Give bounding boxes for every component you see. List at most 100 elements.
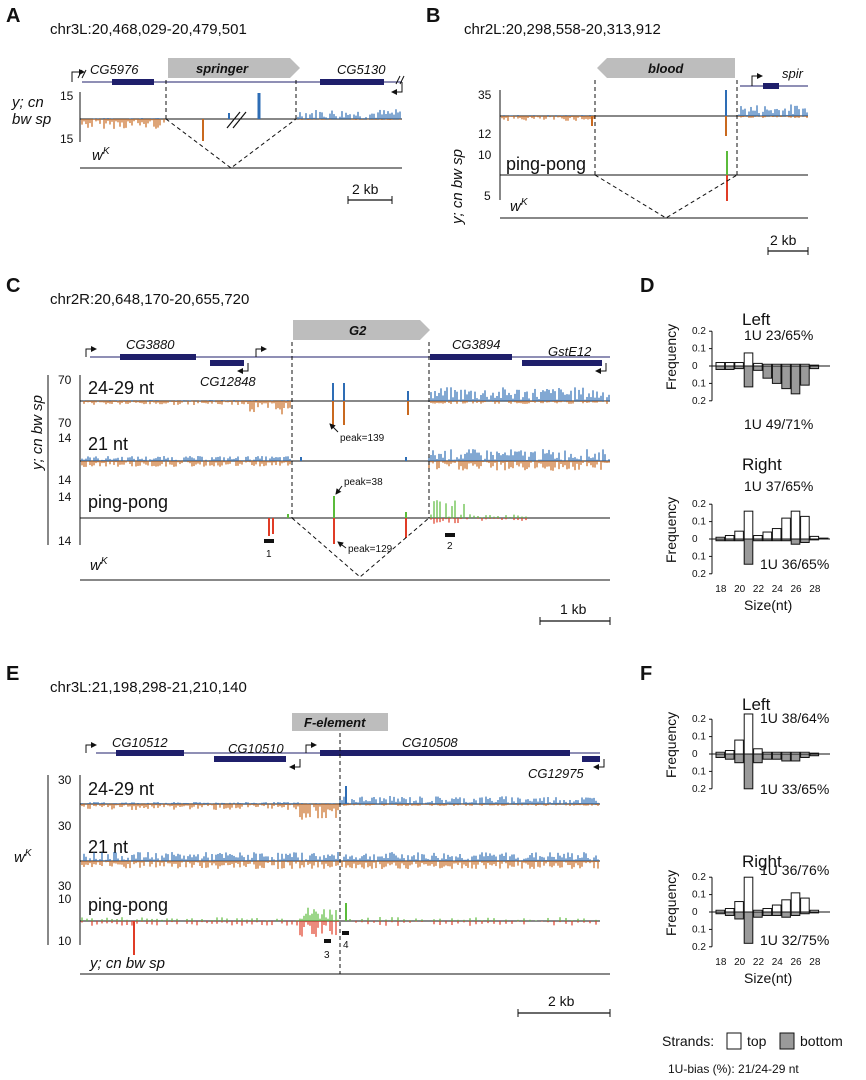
gene-label-spir: spir — [782, 66, 804, 81]
wk-label-c: wK — [90, 556, 109, 574]
gene-label-cg12848: CG12848 — [200, 374, 256, 389]
gene-label-cg3894: CG3894 — [452, 337, 500, 352]
peak-arrow-icon — [337, 541, 347, 549]
coverage-track-c — [81, 383, 610, 544]
size-histograms: Left Frequency 0.2 0.1 0 0.1 0.2 1U 23/65% 1U 49… — [663, 310, 830, 986]
histogram-d-left: Left Frequency 0.2 0.1 0 0.1 0.2 1U 23/65% 1U 49… — [663, 310, 830, 432]
ytick-b-1: 35 — [478, 88, 492, 102]
tss-arrow-icon — [391, 82, 403, 95]
y-tick-label: 0.1 — [692, 890, 706, 901]
peak-arrow-icon — [335, 485, 343, 495]
x-tick-label: 24 — [772, 584, 784, 595]
bar-top — [781, 517, 791, 540]
ytick-e-3: 30 — [58, 879, 72, 893]
annotation-bottom: 1U 33/65% — [760, 781, 829, 797]
y-tick-label: 0.2 — [692, 872, 706, 883]
y-tick-label: 0.2 — [692, 942, 706, 953]
region-marker — [445, 533, 455, 537]
bar-top — [753, 748, 763, 755]
te-label-f-element: F-element — [304, 715, 366, 730]
annotation-bottom: 1U 36/65% — [760, 556, 829, 572]
gene-label-cg10510: CG10510 — [228, 741, 284, 756]
marker-label-4: 4 — [343, 940, 349, 951]
bar-bottom — [790, 365, 801, 395]
panel-letter-a: A — [6, 5, 20, 27]
region-marker — [324, 939, 331, 943]
bar-bottom — [800, 538, 810, 543]
legend: Strands: top bottom 1U-bias (%): 21/24-2… — [662, 1032, 843, 1076]
tss-arrow-icon — [305, 742, 317, 753]
tss-arrow-icon — [595, 363, 607, 374]
te-arrow-springer — [168, 58, 300, 78]
bar-top — [781, 899, 791, 913]
marker-label-1: 1 — [266, 549, 272, 560]
bar-bottom — [724, 365, 735, 370]
panel-letter-f: F — [640, 663, 652, 685]
y-tick-label: 0.2 — [692, 714, 706, 725]
x-tick-label: 20 — [734, 957, 746, 968]
bar-bottom — [715, 753, 726, 758]
x-tick-label: 18 — [715, 957, 727, 968]
gene-label-cg10512: CG10512 — [112, 735, 168, 750]
y-tick-label: 0.1 — [692, 378, 706, 389]
strain-label-e: wK — [14, 848, 33, 866]
histogram-title: Right — [742, 455, 782, 474]
bar-bottom — [800, 365, 810, 386]
gene-track-a: CG5976 CG5130 springer — [71, 58, 405, 95]
bar-top — [715, 362, 726, 367]
ytick-c-5: 14 — [58, 490, 72, 504]
bar-top — [734, 530, 744, 540]
annotation-top: 1U 36/76% — [760, 862, 829, 878]
ytick-c-3: 14 — [58, 431, 72, 445]
gene-label-cg10508: CG10508 — [402, 735, 458, 750]
tss-arrow-icon — [85, 742, 97, 753]
y-tick-label: 0.1 — [692, 766, 706, 777]
region-marker — [264, 539, 274, 543]
y-tick-label: 0.2 — [692, 326, 706, 337]
te-box-f-element — [292, 713, 388, 731]
panel-letter-b: B — [426, 5, 440, 27]
tss-arrow-icon — [237, 363, 249, 374]
y-tick-label: 0.2 — [692, 569, 706, 580]
te-arrow-blood — [597, 58, 735, 78]
bar-bottom — [762, 365, 773, 379]
region-marker — [342, 931, 349, 935]
strain-label-a-1: y; cn — [11, 94, 44, 111]
bar-top — [762, 908, 773, 913]
wk-label-a: wK — [92, 146, 111, 164]
bar-top — [743, 510, 754, 540]
histogram-xlabel: Size(nt) — [744, 970, 792, 986]
y-tick-label: 0 — [692, 907, 698, 918]
y-tick-label: 0.2 — [692, 784, 706, 795]
exon-cg12975 — [582, 756, 600, 762]
coverage-track-b — [501, 90, 808, 136]
y-tick-label: 0.1 — [692, 517, 706, 528]
strain-label-a-2: bw sp — [12, 111, 51, 128]
bar-bottom — [724, 753, 735, 760]
exon-cg10508 — [320, 750, 570, 756]
scale-label-b: 2 kb — [770, 232, 797, 248]
x-tick-label: 26 — [791, 584, 803, 595]
x-tick-label: 18 — [715, 584, 727, 595]
legend-label: Strands: — [662, 1033, 714, 1049]
bar-top — [743, 713, 754, 755]
ytick-e-4: 10 — [58, 892, 72, 906]
x-tick-label: 22 — [753, 957, 765, 968]
panel-a: A chr3L:20,468,029-20,479,501 CG5976 CG5… — [6, 5, 405, 204]
panel-c: C chr2R:20,648,170-20,655,720 G2 CG3880 … — [6, 275, 611, 625]
scale-label-e: 2 kb — [548, 993, 575, 1009]
bar-bottom — [790, 538, 801, 545]
ytick-c-4: 14 — [58, 473, 72, 487]
ytick-e-2: 30 — [58, 819, 72, 833]
annotation-bottom: 1U 32/75% — [760, 932, 829, 948]
bar-bottom — [743, 538, 754, 565]
coord-b: chr2L:20,298,558-20,313,912 — [464, 21, 661, 38]
histogram-title: Right — [742, 852, 782, 871]
bar-top — [724, 908, 735, 913]
y-tick-label: 0.1 — [692, 551, 706, 562]
ytick-c-6: 14 — [58, 534, 72, 548]
bar-top — [790, 892, 801, 913]
x-tick-label: 26 — [791, 957, 803, 968]
coord-c: chr2R:20,648,170-20,655,720 — [50, 291, 249, 308]
bar-bottom — [781, 753, 791, 762]
